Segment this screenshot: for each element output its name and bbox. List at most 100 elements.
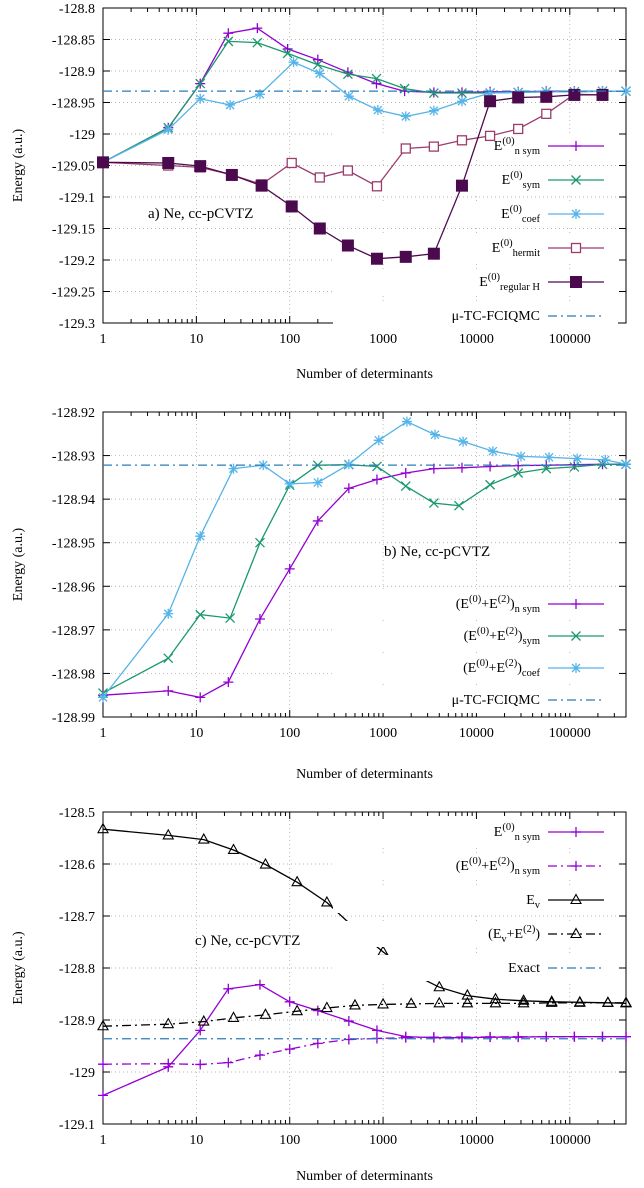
data-point	[259, 1008, 272, 1019]
legend-part-base: (E	[463, 661, 476, 676]
data-point	[454, 500, 464, 511]
legend-label: E(0)n sym	[494, 822, 540, 843]
data-point	[517, 994, 530, 1005]
legend-part-sup: (0)	[476, 658, 489, 669]
y-tick-label: -128.99	[52, 711, 95, 726]
legend-label: (Ev+E(2))	[488, 924, 540, 945]
legend-part-base: E	[492, 241, 501, 256]
series-a-4	[97, 88, 609, 265]
x-tick-label: 10000	[459, 1133, 494, 1148]
legend-entry: E(0)coef	[333, 201, 618, 227]
data-point	[228, 463, 239, 474]
data-point	[163, 608, 174, 619]
legend-marker	[571, 861, 581, 871]
y-tick-label: -129.2	[59, 254, 95, 269]
legend-marker	[571, 209, 581, 219]
legend-marker	[571, 599, 581, 609]
legend-marker	[570, 276, 582, 288]
data-point	[284, 563, 295, 574]
data-point	[312, 59, 323, 70]
data-point	[430, 429, 441, 440]
data-point	[291, 1004, 304, 1016]
legend-entry: E(0)n sym	[333, 819, 618, 845]
legend-part-sub: hermit	[513, 248, 540, 259]
data-point	[572, 453, 583, 464]
legend-part-base: (E	[456, 597, 469, 612]
data-point	[371, 474, 382, 485]
data-point	[513, 123, 524, 135]
data-point	[484, 95, 497, 108]
data-point	[461, 988, 474, 1000]
data-point	[163, 1058, 174, 1069]
data-point	[223, 983, 234, 994]
data-point	[596, 88, 609, 101]
data-point	[487, 446, 498, 457]
series-line	[102, 1035, 626, 1066]
legend-label: (E(0)+E(2))sym	[464, 626, 540, 647]
legend-part-sup: (0)	[502, 822, 515, 833]
data-point	[370, 252, 383, 265]
data-point	[195, 1059, 206, 1070]
data-point	[485, 479, 496, 490]
legend-part-sup: (0)	[510, 170, 523, 181]
data-point	[456, 462, 467, 473]
data-point	[457, 88, 467, 99]
data-point	[456, 135, 468, 146]
data-point	[288, 57, 299, 68]
data-point	[428, 141, 440, 152]
y-tick-label: -128.9	[59, 65, 95, 80]
legend-entry: μ-TC-FCIQMC	[333, 687, 618, 713]
data-point	[195, 609, 206, 620]
data-point	[254, 537, 265, 548]
data-point	[428, 105, 439, 116]
x-tick-label: 10000	[459, 332, 494, 347]
x-tick-label: 1	[100, 726, 107, 741]
y-tick-label: -128.8	[59, 2, 95, 17]
x-tick-label: 100000	[549, 332, 591, 347]
data-point	[377, 997, 390, 1009]
data-point	[601, 996, 614, 1007]
data-point	[312, 1005, 323, 1016]
legend-part-sup: (0)	[469, 856, 482, 867]
y-tick-label: -128.5	[59, 806, 95, 821]
data-point	[162, 1017, 175, 1029]
data-point	[455, 179, 468, 192]
data-point	[428, 88, 439, 99]
legend-part-base: E	[502, 173, 511, 188]
x-tick-label: 100000	[549, 726, 591, 741]
y-tick-label: -129.1	[59, 191, 95, 206]
data-point	[282, 43, 293, 54]
legend-label: (E(0)+E(2))n sym	[456, 856, 540, 877]
grid	[103, 8, 626, 323]
legend-entry: Exact	[333, 955, 618, 981]
data-point	[223, 28, 234, 39]
data-point	[342, 165, 354, 176]
data-point	[428, 498, 439, 509]
legend-part-base: E	[526, 893, 535, 908]
y-tick-label: -128.95	[52, 537, 95, 552]
legend-part-base: (E	[488, 927, 501, 942]
data-point	[197, 1014, 210, 1026]
data-point	[252, 23, 263, 34]
legend-label: Exact	[508, 961, 540, 976]
data-point	[98, 1090, 108, 1101]
x-tick-label: 1000	[369, 726, 397, 741]
x-tick-label: 100	[279, 726, 300, 741]
y-tick-label: -128.95	[52, 97, 95, 112]
data-point	[195, 78, 206, 89]
legend-entry: E(0)sym	[333, 167, 618, 193]
y-axis-label: Energy (a.u.)	[11, 931, 26, 1005]
legend-part-sup: (0)	[469, 594, 482, 605]
legend-part-mid: +E	[481, 597, 497, 612]
data-point	[461, 996, 474, 1008]
data-point	[405, 997, 418, 1008]
data-point	[600, 454, 611, 465]
data-point	[227, 1011, 240, 1022]
legend-part-sub: sym	[522, 636, 540, 647]
y-tick-label: -128.8	[59, 962, 95, 977]
data-point	[456, 1032, 467, 1043]
data-point	[163, 653, 174, 664]
data-point	[341, 239, 354, 252]
data-point	[541, 108, 552, 119]
legend-marker	[571, 827, 581, 837]
